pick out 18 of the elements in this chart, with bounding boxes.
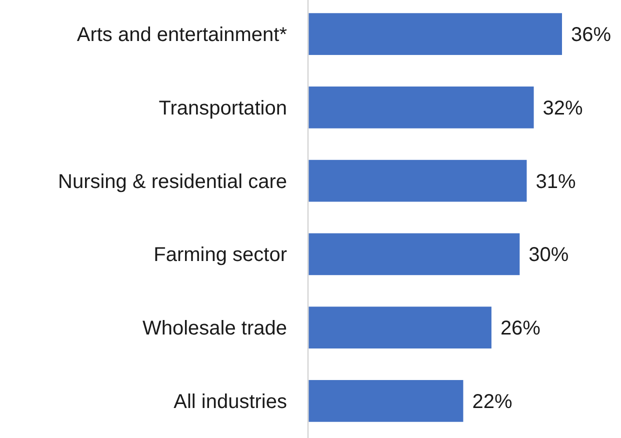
y-tick-label: Arts and entertainment*: [76, 24, 288, 46]
y-tick-label: Wholesale trade: [142, 318, 287, 340]
bar: [308, 380, 464, 422]
data-label: 22%: [472, 390, 512, 413]
y-tick-label: All industries: [174, 390, 287, 413]
data-label: 36%: [571, 24, 612, 46]
y-tick-label: Transportation: [158, 97, 287, 120]
bar: [308, 86, 534, 128]
bar: [308, 160, 527, 202]
y-tick-label: Nursing & residential care: [58, 170, 287, 193]
bar: [308, 233, 520, 276]
data-label: 32%: [542, 97, 584, 120]
data-label: 31%: [536, 170, 576, 193]
bar: [308, 306, 492, 348]
bar: [308, 13, 562, 55]
data-label: 26%: [500, 318, 541, 340]
y-tick-label: Farming sector: [154, 244, 288, 266]
data-label: 30%: [528, 244, 569, 266]
